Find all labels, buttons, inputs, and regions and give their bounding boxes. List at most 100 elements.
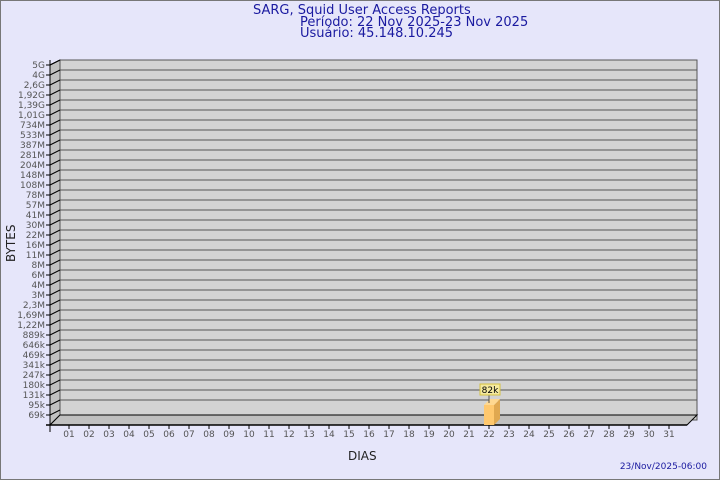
y-tick-label: 341k <box>23 361 46 371</box>
y-tick-label: 4G <box>32 71 45 81</box>
y-tick-diagonal <box>49 69 61 76</box>
y-tick-diagonal <box>49 349 61 356</box>
x-tick-label: 23 <box>503 430 514 440</box>
y-axis-label: BYTES <box>4 225 18 262</box>
x-tick-label: 29 <box>623 430 635 440</box>
y-tick-diagonal <box>49 279 61 286</box>
x-tick-label: 02 <box>83 430 94 440</box>
x-tick-label: 18 <box>403 430 415 440</box>
x-tick-label: 06 <box>163 430 175 440</box>
x-tick-label: 30 <box>643 430 655 440</box>
x-tick-label: 16 <box>363 430 375 440</box>
y-tick-label: 1,39G <box>18 101 45 111</box>
y-tick-label: 69k <box>28 411 45 421</box>
y-tick-diagonal <box>49 109 61 116</box>
y-tick-diagonal <box>49 409 61 416</box>
y-tick-label: 108M <box>20 181 45 191</box>
plot-floor <box>48 414 699 426</box>
x-tick-label: 08 <box>203 430 215 440</box>
y-tick-diagonal <box>49 139 61 146</box>
y-tick-diagonal <box>49 269 61 276</box>
x-tick-label: 26 <box>563 430 575 440</box>
y-tick-diagonal <box>49 339 61 346</box>
y-tick-label: 1,69M <box>17 311 45 321</box>
x-tick-label: 03 <box>103 430 114 440</box>
x-tick-label: 11 <box>263 430 274 440</box>
y-tick-label: 204M <box>20 161 45 171</box>
y-tick-label: 533M <box>20 131 45 141</box>
y-tick-label: 646k <box>23 341 46 351</box>
y-tick-label: 1,92G <box>18 91 45 101</box>
y-tick-diagonal <box>49 249 61 256</box>
y-tick-label: 281M <box>20 151 45 161</box>
y-tick-label: 41M <box>26 211 45 221</box>
y-tick-diagonal <box>49 199 61 206</box>
y-tick-label: 5G <box>32 61 45 71</box>
y-tick-label: 78M <box>26 191 45 201</box>
y-tick-diagonal <box>49 129 61 136</box>
y-tick-label: 469k <box>23 351 46 361</box>
bar <box>484 405 494 425</box>
data-label: 82k <box>482 386 499 396</box>
x-tick-label: 21 <box>463 430 474 440</box>
x-tick-label: 04 <box>123 430 135 440</box>
y-tick-diagonal <box>49 219 61 226</box>
y-tick-diagonal <box>49 399 61 406</box>
y-tick-diagonal <box>49 149 61 156</box>
y-tick-diagonal <box>49 209 61 216</box>
y-tick-label: 30M <box>26 221 45 231</box>
y-tick-diagonal <box>49 179 61 186</box>
y-tick-label: 148M <box>20 171 45 181</box>
y-tick-diagonal <box>49 289 61 296</box>
chart-title: SARG, Squid User Access Reports <box>253 3 471 18</box>
y-tick-diagonal <box>49 89 61 96</box>
y-tick-label: 131k <box>23 391 46 401</box>
x-tick-label: 31 <box>663 430 674 440</box>
y-tick-diagonal <box>49 169 61 176</box>
bar-top <box>484 399 500 405</box>
y-tick-label: 6M <box>32 271 46 281</box>
x-tick-label: 14 <box>323 430 335 440</box>
y-tick-diagonal <box>49 369 61 376</box>
y-tick-diagonal <box>49 329 61 336</box>
y-tick-diagonal <box>49 159 61 166</box>
y-tick-diagonal <box>49 239 61 246</box>
y-tick-label: 16M <box>26 241 45 251</box>
y-tick-diagonal <box>49 229 61 236</box>
x-tick-label: 01 <box>63 430 74 440</box>
y-tick-label: 3M <box>32 291 46 301</box>
y-tick-diagonal <box>49 259 61 266</box>
x-tick-label: 15 <box>343 430 354 440</box>
x-tick-label: 12 <box>283 430 294 440</box>
y-tick-label: 247k <box>23 371 46 381</box>
y-tick-diagonal <box>49 99 61 106</box>
x-tick-label: 22 <box>483 430 494 440</box>
y-tick-label: 8M <box>32 261 46 271</box>
x-tick-label: 13 <box>303 430 314 440</box>
x-tick-label: 07 <box>183 430 194 440</box>
y-tick-label: 387M <box>20 141 45 151</box>
y-tick-label: 1,22M <box>17 321 45 331</box>
y-tick-label: 95k <box>28 401 45 411</box>
y-tick-label: 4M <box>32 281 46 291</box>
x-tick-label: 27 <box>583 430 594 440</box>
x-tick-label: 28 <box>603 430 615 440</box>
y-tick-label: 11M <box>26 251 45 261</box>
x-tick-label: 17 <box>383 430 394 440</box>
user-label: Usuário: 45.148.10.245 <box>300 26 454 41</box>
y-tick-label: 1,01G <box>18 111 45 121</box>
y-tick-label: 22M <box>26 231 45 241</box>
y-tick-label: 57M <box>26 201 45 211</box>
x-axis-label: DIAS <box>348 449 377 463</box>
y-tick-diagonal <box>49 309 61 316</box>
y-tick-label: 180k <box>23 381 46 391</box>
y-tick-label: 734M <box>20 121 45 131</box>
y-tick-diagonal <box>49 359 61 366</box>
y-tick-label: 889k <box>23 331 46 341</box>
y-tick-diagonal <box>49 319 61 326</box>
y-tick-diagonal <box>49 79 61 86</box>
y-tick-diagonal <box>49 299 61 306</box>
y-tick-label: 2,3M <box>23 301 45 311</box>
x-tick-label: 19 <box>423 430 435 440</box>
y-tick-diagonal <box>49 119 61 126</box>
